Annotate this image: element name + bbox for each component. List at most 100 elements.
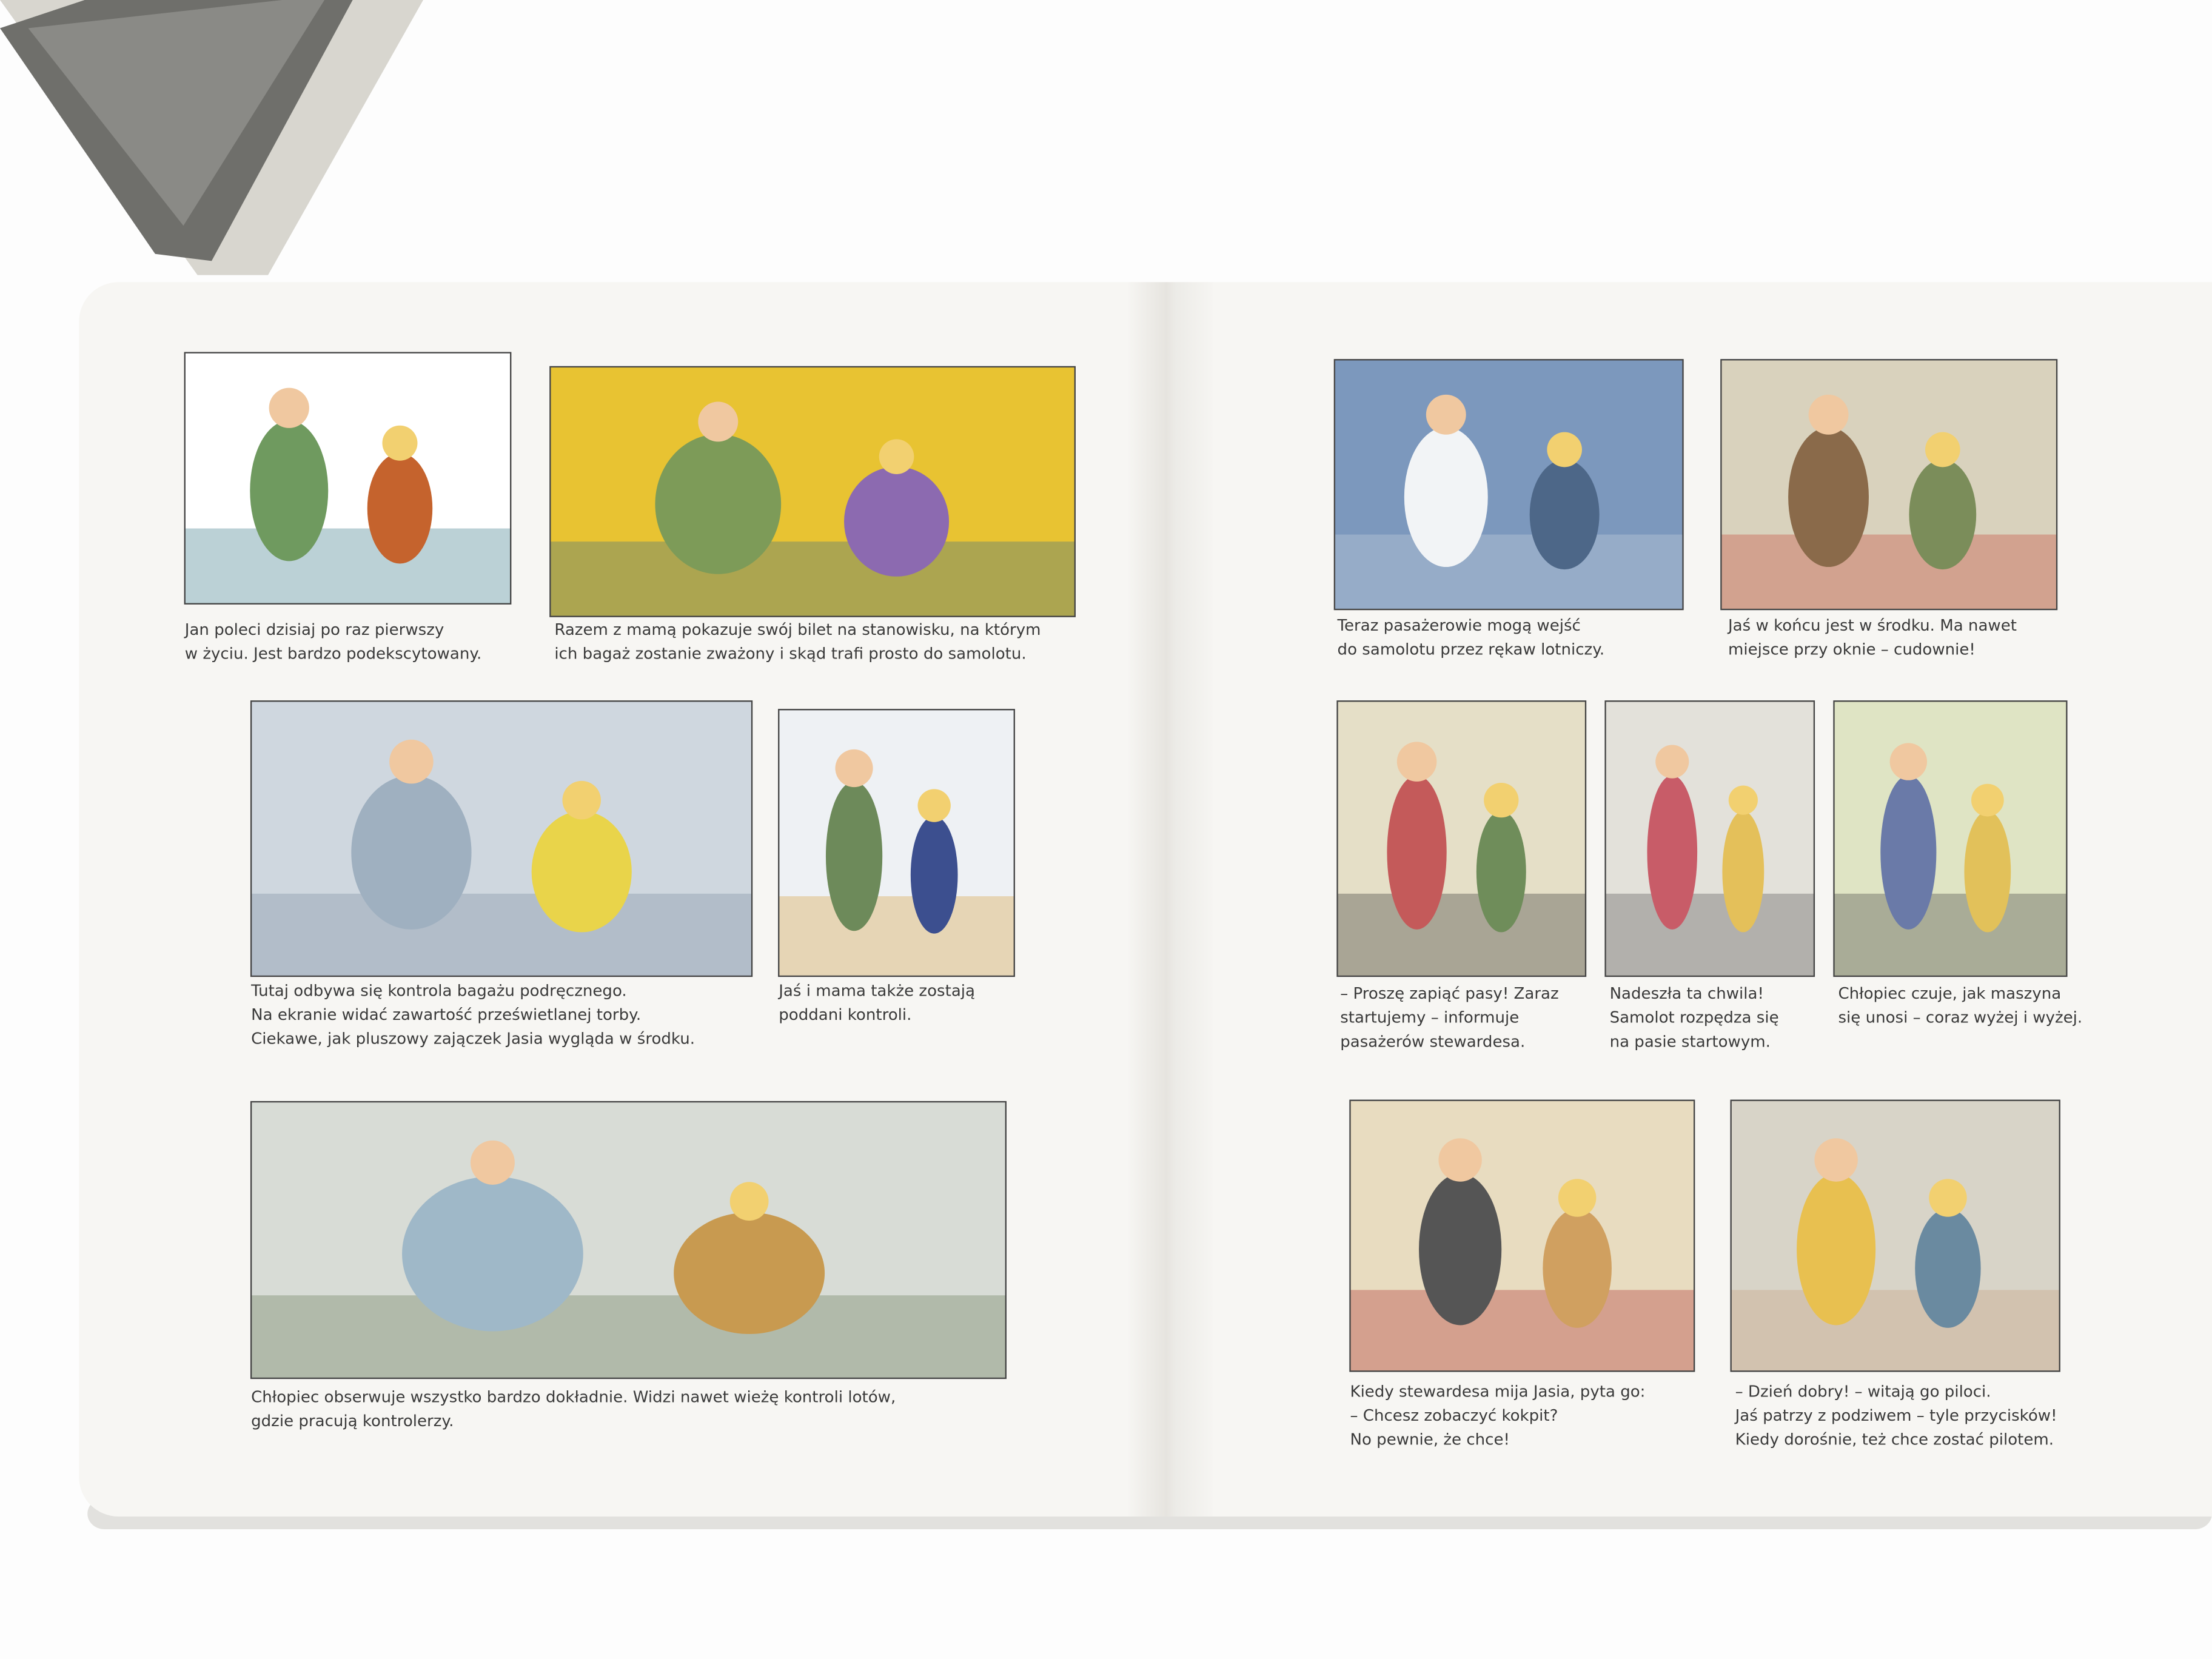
- illustration-figure: [250, 420, 329, 561]
- illustration-figure: [1964, 811, 2011, 933]
- illustration-bg: [1731, 1100, 2060, 1372]
- illustration-panel: [1333, 359, 1684, 611]
- illustration-floor: [550, 541, 1075, 617]
- illustration-figure: [1476, 811, 1526, 933]
- other-book: [0, 0, 423, 275]
- caption-line: No pewnie, że chce!: [1350, 1430, 1509, 1449]
- caption-line: Jan poleci dzisiaj po raz pierwszy: [184, 621, 444, 639]
- caption-line: Chłopiec obserwuje wszystko bardzo dokła…: [251, 1389, 896, 1407]
- illustration-panel: [1349, 1099, 1695, 1372]
- illustration-head: [917, 789, 951, 822]
- caption-line: ich bagaż zostanie zważony i skąd trafi …: [554, 645, 1026, 663]
- panels: Jan poleci dzisiaj po raz pierwszy w życi…: [184, 352, 2082, 1449]
- illustration-frame: [1349, 1099, 1695, 1372]
- illustration-figure: [1880, 775, 1937, 930]
- illustration-panel: [1336, 700, 1587, 977]
- illustration-head: [1814, 1138, 1858, 1182]
- illustration-head: [1971, 783, 2004, 817]
- illustration-floor: [1834, 893, 2067, 976]
- illustration-figure: [1909, 459, 1977, 570]
- caption-line: gdzie pracują kontrolerzy.: [251, 1412, 454, 1430]
- caption-line: Razem z mamą pokazuje swój bilet na stan…: [554, 621, 1041, 639]
- illustration-bg: [251, 1102, 1006, 1379]
- illustration-figure: [351, 775, 472, 930]
- illustration-frame: [250, 700, 753, 977]
- illustration-floor: [251, 893, 752, 976]
- illustration-figure: [825, 781, 883, 931]
- illustration-head: [470, 1140, 515, 1185]
- illustration-head: [269, 387, 309, 428]
- illustration-bg: [550, 366, 1075, 617]
- illustration-head: [382, 425, 418, 461]
- illustration-panel: [250, 1101, 1007, 1379]
- caption-line: Kiedy dorośnie, też chce zostać pilotem.: [1735, 1430, 2054, 1449]
- caption-line: Teraz pasażerowie mogą wejść: [1337, 617, 1581, 635]
- illustration-bg: [779, 709, 1014, 976]
- illustration-figure: [1722, 811, 1765, 933]
- illustration-head: [879, 439, 914, 474]
- illustration-head: [1889, 743, 1928, 780]
- illustration-figure: [844, 466, 950, 577]
- illustration-bg: [1721, 360, 2057, 610]
- illustration-floor: [1350, 1290, 1695, 1372]
- illustration-figure: [531, 811, 632, 933]
- illustration-figure: [1529, 459, 1600, 570]
- illustration-panel: [184, 352, 512, 605]
- illustration-head: [1808, 394, 1849, 435]
- illustration-floor: [1605, 893, 1814, 976]
- caption-line: Chłopiec czuje, jak maszyna: [1838, 985, 2061, 1003]
- illustration-panel: [1730, 1099, 2060, 1372]
- caption-line: Kiedy stewardesa mija Jasia, pyta go:: [1350, 1382, 1645, 1401]
- illustration-frame: [1720, 359, 2058, 611]
- illustration-figure: [1543, 1208, 1612, 1328]
- caption-line: Tutaj odbywa się kontrola bagażu podręcz…: [250, 982, 627, 1000]
- caption-line: Nadeszła ta chwila!: [1610, 985, 1764, 1003]
- illustration-figure: [1915, 1208, 1981, 1328]
- illustration-panel: [778, 709, 1015, 977]
- caption-line: – Dzień dobry! – witają go piloci.: [1735, 1382, 1991, 1401]
- illustration-head: [1547, 432, 1582, 468]
- illustration-panel: [1720, 359, 2058, 611]
- illustration-head: [835, 749, 873, 788]
- caption-line: Samolot rozpędza się: [1610, 1009, 1779, 1027]
- caption-line: pasażerów stewardesa.: [1340, 1033, 1525, 1051]
- illustration-panel: [1604, 700, 1815, 977]
- illustration-bg: [1350, 1100, 1695, 1372]
- illustration-bg: [184, 352, 511, 604]
- book-fold: [1128, 282, 1213, 1517]
- illustration-figure: [655, 434, 782, 574]
- illustration-head: [1484, 782, 1519, 818]
- illustration-panel: [549, 366, 1076, 617]
- illustration-figure: [1387, 775, 1447, 930]
- caption-line: Jaś w końcu jest w środku. Ma nawet: [1727, 617, 2017, 635]
- illustration-head: [1655, 745, 1689, 779]
- illustration-frame: [1730, 1099, 2060, 1372]
- illustration-floor: [1721, 534, 2057, 610]
- illustration-head: [389, 739, 434, 784]
- caption-line: się unosi – coraz wyżej i wyżej.: [1838, 1009, 2082, 1027]
- illustration-floor: [779, 896, 1014, 976]
- caption-line: startujemy – informuje: [1340, 1009, 1519, 1027]
- illustration-head: [1728, 785, 1758, 815]
- caption-line: Na ekranie widać zawartość prześwietlane…: [251, 1006, 641, 1024]
- illustration-head: [1929, 1179, 1967, 1217]
- illustration-figure: [1404, 427, 1488, 568]
- illustration-floor: [251, 1295, 1006, 1379]
- illustration-bg: [1337, 701, 1586, 976]
- caption-line: – Proszę zapiąć pasy! Zaraz: [1340, 985, 1559, 1003]
- illustration-frame: [1604, 700, 1815, 977]
- caption-line: miejsce przy oknie – cudownie!: [1728, 641, 1976, 659]
- illustration-floor: [184, 528, 511, 604]
- illustration-bg: [1834, 701, 2067, 976]
- illustration-figure: [1419, 1173, 1502, 1326]
- illustration-head: [1925, 432, 1960, 468]
- illustration-frame: [1336, 700, 1587, 977]
- caption-line: w życiu. Jest bardzo podekscytowany.: [185, 645, 482, 663]
- illustration-floor: [1337, 893, 1586, 976]
- illustration-bg: [251, 701, 752, 976]
- illustration-figure: [1788, 427, 1869, 568]
- illustration-head: [1558, 1179, 1597, 1217]
- caption-line: na pasie startowym.: [1610, 1033, 1771, 1051]
